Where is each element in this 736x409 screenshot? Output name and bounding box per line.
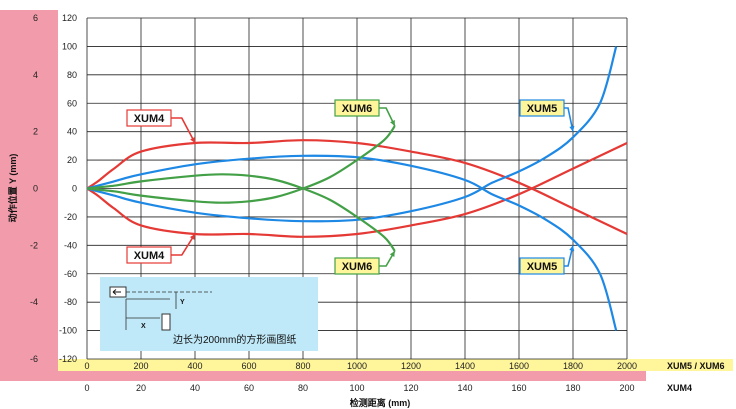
y-tick-label: 80 <box>67 70 77 80</box>
x-tick-label-xum4: 140 <box>457 383 472 393</box>
x-tick-label-xum56: 1000 <box>347 361 367 371</box>
y-tick-label-xum4: 0 <box>33 184 38 194</box>
series-line-xum4 <box>86 139 628 235</box>
x-tick-label-xum56: 1800 <box>563 361 583 371</box>
x-tick-label-xum56: 1600 <box>509 361 529 371</box>
x-axis-label-xum56: XUM5 / XUM6 <box>667 361 725 371</box>
callout-arrowhead <box>569 125 575 132</box>
x-tick-label-xum4: 80 <box>298 383 308 393</box>
x-tick-label-xum56: 200 <box>133 361 148 371</box>
series-lines <box>86 46 628 331</box>
callout-xum6: XUM6 <box>334 99 396 127</box>
callout-leader <box>171 233 196 256</box>
x-tick-label-xum4: 120 <box>403 383 418 393</box>
callout-leader <box>564 245 574 267</box>
callout-leader <box>564 107 574 132</box>
callout-leader <box>379 250 396 267</box>
callout-box <box>126 109 172 127</box>
callout-box <box>519 257 565 275</box>
x-axis-label-xum4: XUM4 <box>667 383 692 393</box>
series-line-xum6 <box>86 173 396 252</box>
series-line-xum4 <box>86 142 628 238</box>
callout-label: XUM5 <box>527 103 558 115</box>
y-tick-label: -100 <box>59 326 77 336</box>
callout-xum4: XUM4 <box>126 109 196 144</box>
y-tick-label: 100 <box>62 41 77 51</box>
callout-label: XUM6 <box>342 261 373 273</box>
y-tick-label-xum4: 6 <box>33 13 38 23</box>
x-tick-label-xum4: 200 <box>619 383 634 393</box>
callout-leader <box>171 117 196 144</box>
callouts: XUM4 XUM4 XUM6 XUM6 XUM5 XUM5 <box>126 99 575 275</box>
series-line-xum6 <box>86 125 396 204</box>
callout-arrowhead <box>569 245 575 252</box>
callout-box <box>334 257 380 275</box>
x-tick-label-xum4: 20 <box>136 383 146 393</box>
inset-y-label: Y <box>180 299 185 306</box>
callout-arrowhead <box>389 251 395 257</box>
callout-box <box>334 99 380 117</box>
x-tick-label-xum4: 40 <box>190 383 200 393</box>
inset-x-label: X <box>141 323 146 330</box>
callout-xum5: XUM5 <box>519 99 575 132</box>
y-tick-label-xum4: 2 <box>33 127 38 137</box>
callout-leader <box>379 107 396 127</box>
callout-label: XUM4 <box>134 113 165 125</box>
series-line-xum5 <box>86 154 618 331</box>
callout-arrowhead <box>190 137 195 144</box>
series-line-xum5 <box>86 46 618 223</box>
x-tick-label-xum56: 800 <box>295 361 310 371</box>
callout-label: XUM4 <box>134 250 165 262</box>
y-tick-label-xum4: -6 <box>30 354 38 364</box>
y-tick-label: 60 <box>67 98 77 108</box>
x-tick-label-xum56: 400 <box>187 361 202 371</box>
x-tick-label-xum56: 1400 <box>455 361 475 371</box>
x-axis-title: 检测距离 (mm) <box>350 397 411 408</box>
callout-arrowhead <box>189 233 195 240</box>
y-tick-label: -80 <box>64 297 77 307</box>
axis-band-left <box>0 10 58 381</box>
y-tick-label-xum4: -2 <box>30 240 38 250</box>
y-tick-label: 20 <box>67 155 77 165</box>
inset-background <box>100 277 318 351</box>
y-tick-label: -120 <box>59 354 77 364</box>
x-tick-label-xum56: 600 <box>241 361 256 371</box>
x-tick-label-xum56: 2000 <box>617 361 637 371</box>
y-tick-label: -20 <box>64 212 77 222</box>
y-tick-label: 0 <box>72 184 77 194</box>
callout-xum4: XUM4 <box>126 233 196 264</box>
callout-xum6: XUM6 <box>334 250 396 275</box>
x-tick-label-xum56: 1200 <box>401 361 421 371</box>
x-tick-label-xum4: 0 <box>84 383 89 393</box>
inset-diagram: Y X 边长为200mm的方形画图纸 <box>100 277 318 351</box>
sensor-arrow-icon <box>112 289 121 295</box>
object-icon <box>161 313 171 331</box>
x-tick-label-xum4: 180 <box>565 383 580 393</box>
callout-box <box>519 99 565 117</box>
x-tick-label-xum4: 100 <box>349 383 364 393</box>
callout-label: XUM5 <box>527 261 558 273</box>
y-tick-label-xum4: -4 <box>30 297 38 307</box>
y-axis-title: 动作位置 Y (mm) <box>7 154 18 223</box>
x-tick-label-xum4: 60 <box>244 383 254 393</box>
callout-arrowhead <box>390 119 395 126</box>
tick-labels: -120-100-80-60-40-20020406080100120-6-4-… <box>30 13 637 393</box>
callout-label: XUM6 <box>342 103 373 115</box>
y-tick-label: -60 <box>64 269 77 279</box>
x-tick-label-xum4: 160 <box>511 383 526 393</box>
y-tick-label: 40 <box>67 127 77 137</box>
y-tick-label: -40 <box>64 240 77 250</box>
callout-xum5: XUM5 <box>519 245 575 275</box>
xum56-label-band <box>58 359 733 371</box>
x-tick-label-xum56: 0 <box>84 361 89 371</box>
y-tick-label: 120 <box>62 13 77 23</box>
y-tick-label-xum4: 4 <box>33 70 38 80</box>
callout-box <box>126 246 172 264</box>
inset-note: 边长为200mm的方形画图纸 <box>173 333 296 346</box>
